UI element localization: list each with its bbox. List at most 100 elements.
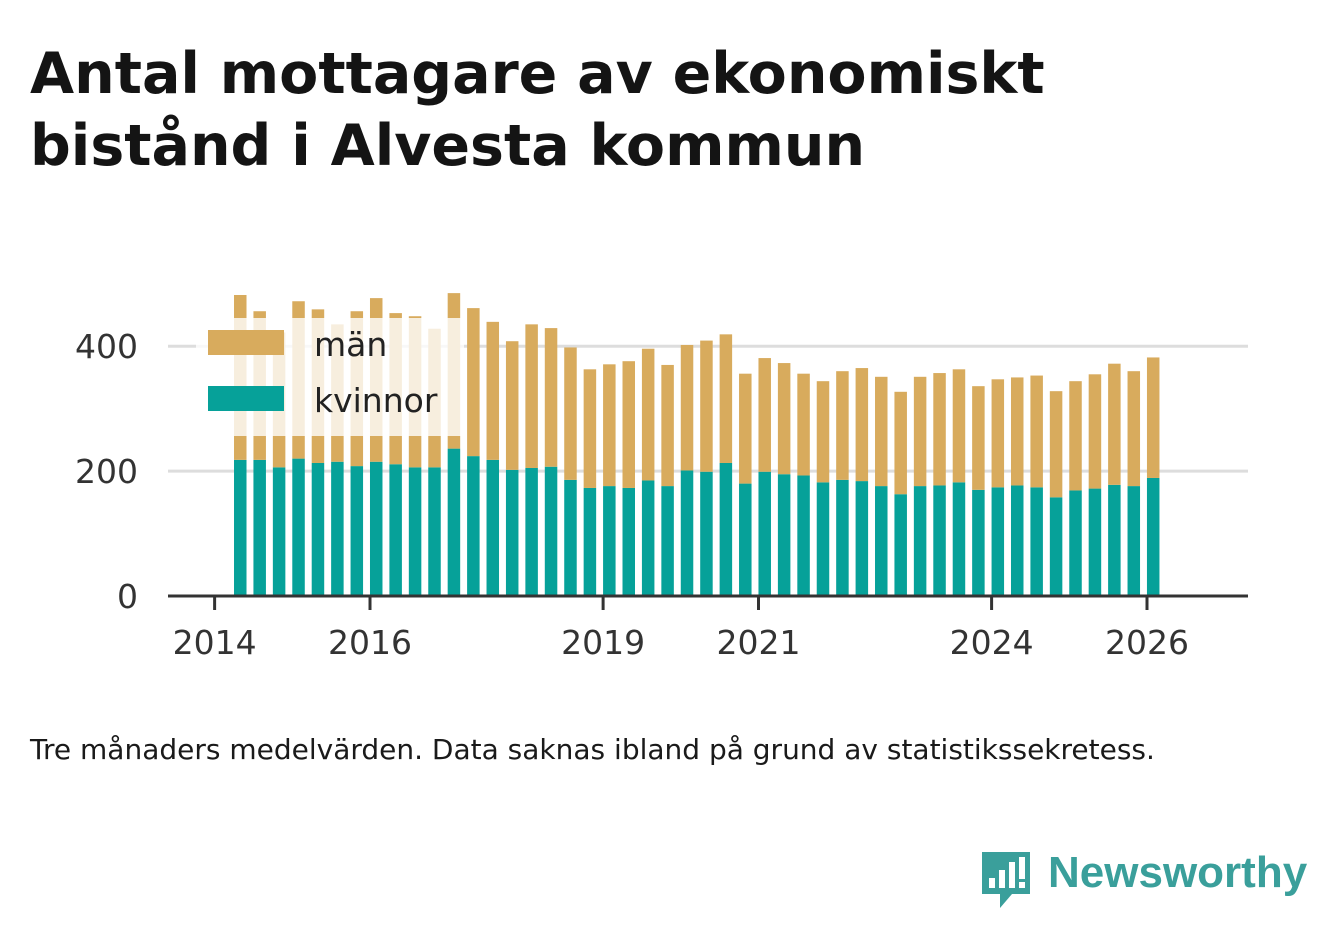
- bar-kvinnor-46: [1127, 486, 1141, 596]
- x-tick-label-2014: 2014: [173, 623, 257, 662]
- legend-swatch-kvinnor: [208, 386, 284, 411]
- bar-man-47: [1146, 357, 1160, 478]
- bar-man-19: [603, 364, 616, 487]
- bar-kvinnor-36: [933, 485, 946, 596]
- bar-man-13: [486, 321, 500, 460]
- bar-kvinnor-43: [1069, 490, 1082, 596]
- bar-man-41: [1030, 375, 1043, 488]
- bar-kvinnor-33: [875, 486, 888, 596]
- bar-man-28: [777, 363, 791, 475]
- bar-kvinnor-11: [447, 448, 461, 596]
- axes: 0 200 400 2014 2016 2019 2021 2024 2026: [75, 327, 1248, 662]
- bar-man-17: [564, 347, 577, 480]
- bar-kvinnor-9: [408, 467, 422, 596]
- bar-man-23: [680, 344, 694, 471]
- legend-label-man: män: [314, 325, 387, 364]
- bar-kvinnor-42: [1049, 497, 1063, 596]
- bar-man-43: [1069, 381, 1082, 491]
- bar-kvinnor-25: [719, 462, 733, 596]
- newsworthy-logo-icon: [982, 852, 1030, 908]
- bar-kvinnor-30: [816, 482, 830, 596]
- bar-man-15: [525, 324, 538, 468]
- bar-man-44: [1088, 374, 1102, 489]
- bar-kvinnor-20: [622, 487, 635, 596]
- bar-man-36: [933, 373, 946, 486]
- bar-man-35: [913, 376, 927, 487]
- footnote: Tre månaders medelvärden. Data saknas ib…: [30, 733, 1155, 766]
- bar-kvinnor-2: [272, 467, 286, 596]
- bar-kvinnor-35: [913, 486, 927, 596]
- bar-kvinnor-26: [739, 483, 752, 596]
- bar-kvinnor-15: [525, 467, 538, 596]
- bar-man-45: [1108, 363, 1121, 485]
- stacked-bar-chart: 0 200 400 2014 2016 2019 2021 2024 2026 män kvinn…: [75, 293, 1248, 662]
- bar-man-14: [505, 341, 519, 470]
- bar-man-46: [1127, 371, 1141, 487]
- x-tick-label-2026: 2026: [1105, 623, 1189, 662]
- bar-kvinnor-6: [350, 466, 364, 596]
- x-tick-label-2019: 2019: [561, 623, 645, 662]
- bar-man-24: [700, 340, 713, 472]
- bar-kvinnor-3: [292, 458, 305, 596]
- bar-man-32: [855, 368, 869, 482]
- bar-kvinnor-18: [583, 487, 597, 596]
- bar-kvinnor-31: [836, 479, 849, 596]
- bar-kvinnor-29: [797, 475, 810, 596]
- y-tick-label-0: 0: [117, 577, 138, 616]
- bar-man-26: [739, 373, 752, 484]
- bar-kvinnor-13: [486, 459, 500, 596]
- bar-man-39: [991, 379, 1005, 488]
- bar-man-29: [797, 373, 810, 476]
- bar-man-31: [836, 371, 849, 480]
- bar-kvinnor-7: [369, 461, 383, 596]
- bar-kvinnor-19: [603, 486, 616, 596]
- x-tick-label-2024: 2024: [950, 623, 1034, 662]
- bar-kvinnor-34: [894, 494, 907, 596]
- brand-name: Newsworthy: [1048, 848, 1308, 897]
- bar-man-22: [661, 364, 674, 487]
- bar-kvinnor-41: [1030, 487, 1043, 596]
- y-tick-label-400: 400: [75, 327, 138, 366]
- x-tick-label-2021: 2021: [717, 623, 801, 662]
- bar-man-20: [622, 361, 635, 488]
- bar-man-21: [641, 348, 655, 481]
- bar-kvinnor-24: [700, 471, 713, 596]
- bar-kvinnor-8: [389, 464, 402, 596]
- y-tick-label-200: 200: [75, 452, 138, 491]
- bar-kvinnor-27: [758, 471, 771, 596]
- bar-kvinnor-45: [1108, 484, 1121, 596]
- bar-man-30: [816, 381, 830, 483]
- bar-man-25: [719, 334, 733, 463]
- bars: [234, 293, 1160, 596]
- x-tick-label-2016: 2016: [328, 623, 412, 662]
- bar-kvinnor-23: [680, 470, 694, 596]
- bar-man-16: [544, 328, 558, 467]
- bar-kvinnor-21: [641, 480, 655, 596]
- bar-kvinnor-22: [661, 486, 674, 596]
- bar-man-33: [875, 376, 888, 487]
- legend-swatch-man: [208, 330, 284, 355]
- bar-kvinnor-4: [311, 462, 325, 596]
- bar-man-42: [1049, 391, 1063, 498]
- legend: män kvinnor: [196, 318, 464, 436]
- bar-kvinnor-14: [505, 469, 519, 596]
- bar-kvinnor-1: [253, 459, 266, 596]
- bar-man-27: [758, 358, 771, 472]
- bar-kvinnor-10: [428, 467, 441, 596]
- bar-kvinnor-16: [544, 466, 558, 596]
- chart-title: Antal mottagare av ekonomiskt bistånd i …: [30, 41, 1045, 179]
- bar-kvinnor-39: [991, 487, 1005, 596]
- bar-man-34: [894, 391, 907, 495]
- bar-kvinnor-28: [777, 474, 791, 596]
- bar-kvinnor-38: [972, 489, 985, 596]
- legend-label-kvinnor: kvinnor: [314, 381, 438, 420]
- bar-kvinnor-40: [1010, 485, 1024, 596]
- bar-man-12: [467, 308, 480, 457]
- bar-man-40: [1010, 377, 1024, 486]
- brand-logo: Newsworthy: [978, 848, 1307, 912]
- bar-kvinnor-0: [234, 459, 247, 596]
- bar-kvinnor-12: [467, 456, 480, 596]
- bar-kvinnor-17: [564, 479, 577, 596]
- bar-kvinnor-5: [331, 461, 344, 596]
- bar-man-38: [972, 386, 985, 490]
